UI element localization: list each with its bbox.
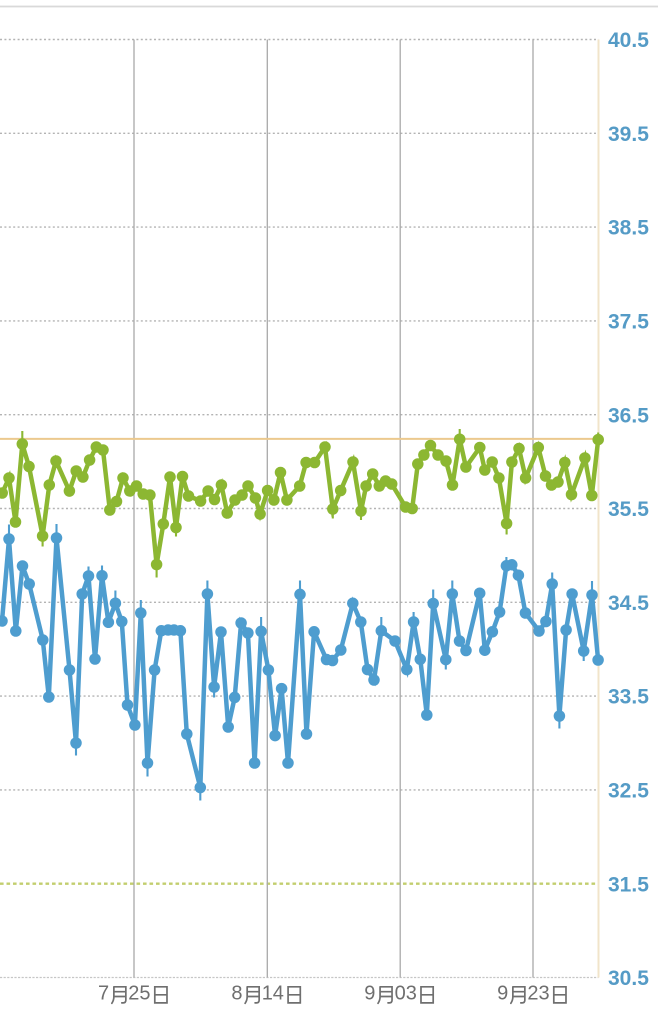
svg-text:39.5: 39.5 [608,123,649,146]
svg-text:37.5: 37.5 [608,311,649,334]
svg-text:32.5: 32.5 [608,780,649,803]
svg-text:03: 03 [395,983,417,1005]
svg-text:8: 8 [231,983,242,1005]
svg-text:36.5: 36.5 [608,404,649,427]
svg-text:9: 9 [497,983,508,1005]
svg-text:23: 23 [527,983,549,1005]
svg-text:34.5: 34.5 [608,592,649,615]
svg-text:9: 9 [364,983,375,1005]
svg-text:33.5: 33.5 [608,686,649,709]
svg-text:7: 7 [98,983,109,1005]
svg-text:25: 25 [128,983,150,1005]
svg-text:30.5: 30.5 [608,967,649,990]
svg-text:38.5: 38.5 [608,217,649,240]
svg-text:40.5: 40.5 [608,29,649,52]
svg-text:35.5: 35.5 [608,498,649,521]
svg-text:14: 14 [262,983,284,1005]
svg-text:31.5: 31.5 [608,873,649,896]
